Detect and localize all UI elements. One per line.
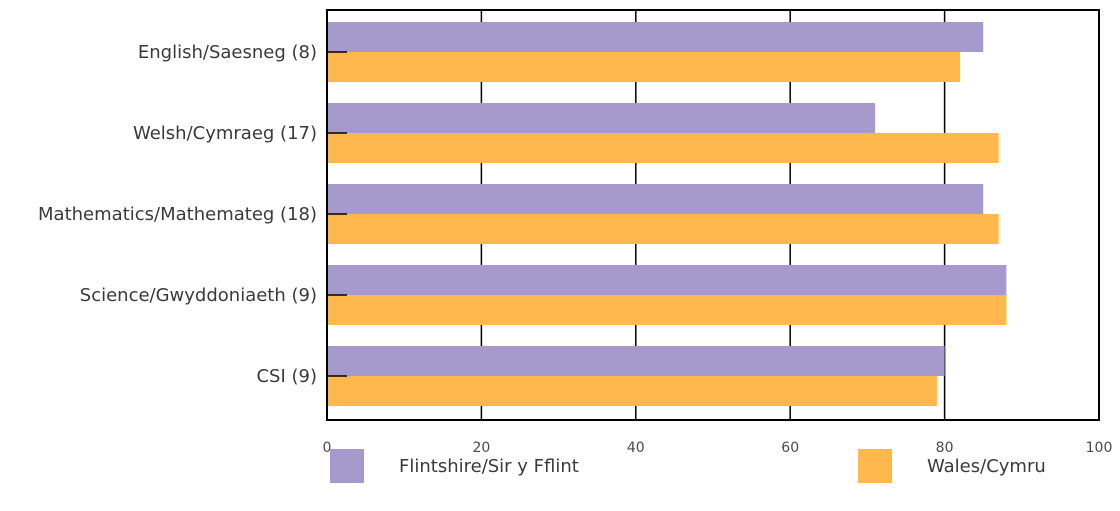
bar-wales-cymru-mathematics-mathemateg-18 <box>328 214 999 244</box>
bar-flintshire-sir-y-fflint-csi-9 <box>328 346 945 376</box>
tick-label-0: 0 <box>323 440 332 456</box>
tick-label-80: 80 <box>936 440 954 456</box>
legend-swatch-wales <box>858 449 892 483</box>
legend-item-flintshire: Flintshire/Sir y Fflint <box>330 448 579 484</box>
tick-label-40: 40 <box>627 440 645 456</box>
tick-labels: 0 20 40 60 80 100 <box>323 440 1113 456</box>
bar-flintshire-sir-y-fflint-science-gwyddoniaeth-9 <box>328 265 1007 295</box>
category-labels: English/Saesneg (8) Welsh/Cymraeg (17) Mat… <box>38 42 317 387</box>
category-label-csi-9: CSI (9) <box>256 366 317 387</box>
legend-swatch-flintshire <box>330 449 364 483</box>
bar-flintshire-sir-y-fflint-mathematics-mathemateg-18 <box>328 184 984 214</box>
bars <box>327 22 1007 406</box>
category-label-welsh-cymraeg-17: Welsh/Cymraeg (17) <box>133 123 317 144</box>
category-label-science-gwyddoniaeth-9: Science/Gwyddoniaeth (9) <box>80 285 317 306</box>
bar-flintshire-sir-y-fflint-english-saesneg-8 <box>328 22 984 52</box>
legend-item-wales: Wales/Cymru <box>858 448 1046 484</box>
plot-frame <box>326 9 1100 421</box>
category-label-english-saesneg-8: English/Saesneg (8) <box>138 42 317 63</box>
bar-wales-cymru-science-gwyddoniaeth-9 <box>328 295 1007 325</box>
legend-label-flintshire: Flintshire/Sir y Fflint <box>399 455 579 477</box>
bar-wales-cymru-csi-9 <box>328 376 937 406</box>
tick-label-60: 60 <box>781 440 799 456</box>
tick-label-100: 100 <box>1086 440 1113 456</box>
legend-label-wales: Wales/Cymru <box>927 455 1046 477</box>
tick-label-20: 20 <box>472 440 490 456</box>
bar-flintshire-sir-y-fflint-welsh-cymraeg-17 <box>328 103 876 133</box>
bar-wales-cymru-english-saesneg-8 <box>328 52 961 82</box>
bar-wales-cymru-welsh-cymraeg-17 <box>328 133 999 163</box>
category-label-mathematics-mathemateg-18: Mathematics/Mathemateg (18) <box>38 204 317 225</box>
